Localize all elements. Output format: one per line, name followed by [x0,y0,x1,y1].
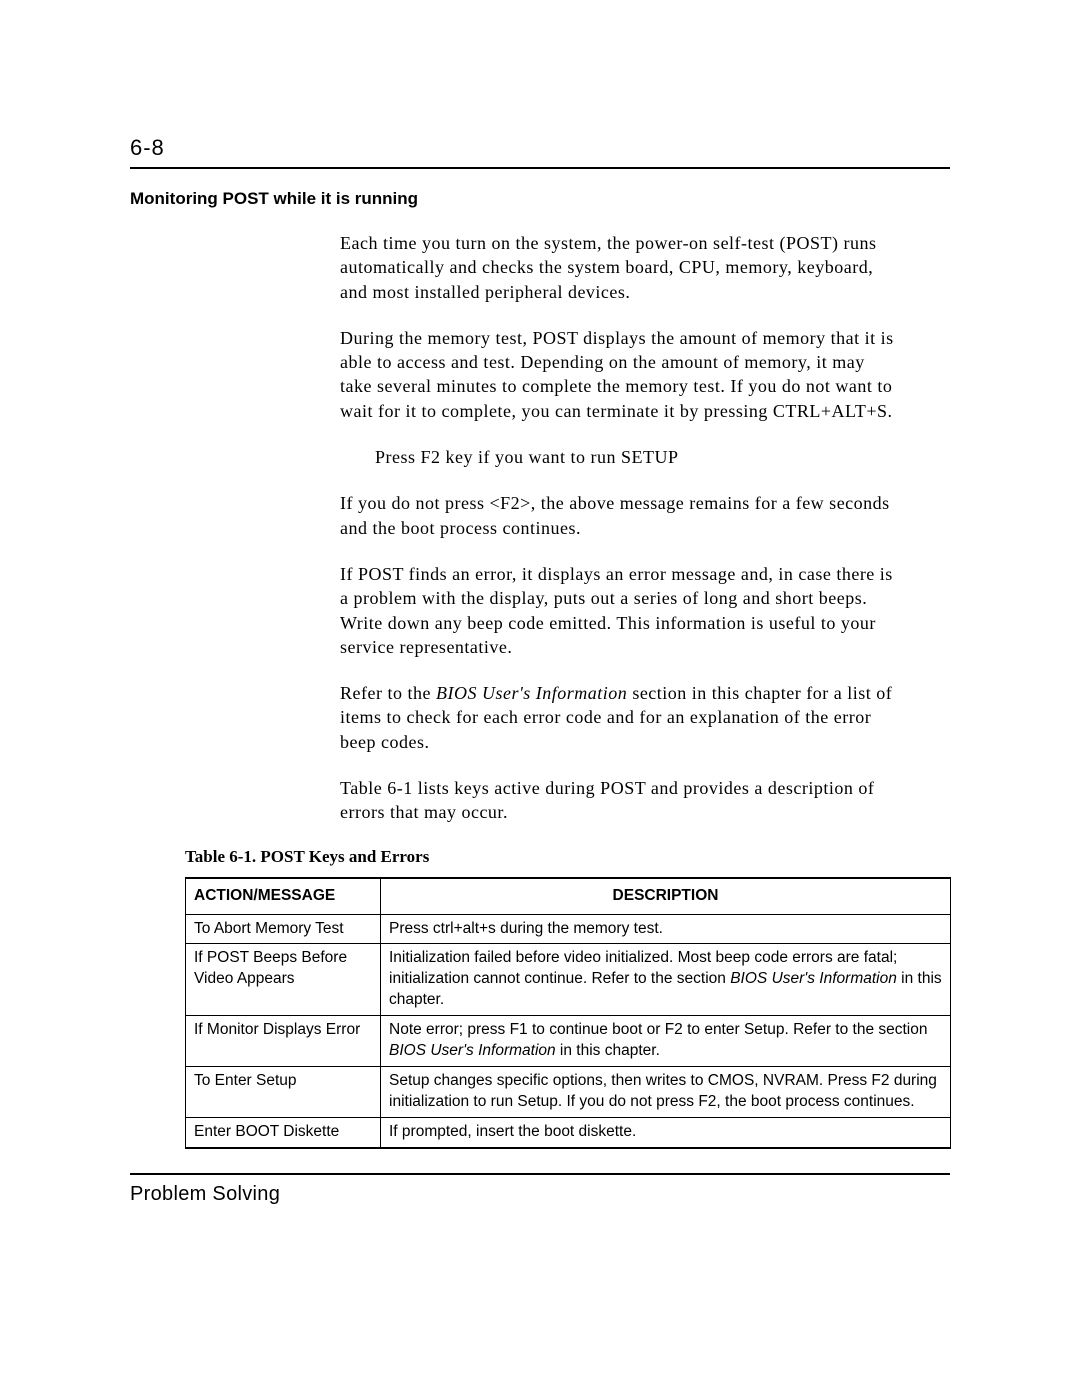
cell-description: Setup changes specific options, then wri… [381,1067,951,1118]
italic-text: BIOS User's Information [389,1042,556,1059]
paragraph-indented: Press F2 key if you want to run SETUP [375,445,900,469]
cell-action: If Monitor Displays Error [186,1016,381,1067]
footer-text: Problem Solving [130,1183,950,1206]
table-row: If POST Beeps Before Video Appears Initi… [186,944,951,1016]
post-keys-table: ACTION/MESSAGE DESCRIPTION To Abort Memo… [185,877,951,1149]
paragraph: If you do not press <F2>, the above mess… [340,491,900,540]
table-row: If Monitor Displays Error Note error; pr… [186,1016,951,1067]
cell-action: Enter BOOT Diskette [186,1117,381,1147]
text: Refer to the [340,683,436,703]
col-header-action: ACTION/MESSAGE [186,878,381,914]
top-rule [130,167,950,169]
table-header-row: ACTION/MESSAGE DESCRIPTION [186,878,951,914]
paragraph: Refer to the BIOS User's Information sec… [340,681,900,754]
italic-text: BIOS User's Information [436,683,627,703]
text: Note error; press F1 to continue boot or… [389,1021,927,1038]
cell-action: To Abort Memory Test [186,914,381,944]
italic-text: BIOS User's Information [730,970,897,987]
body-column: Each time you turn on the system, the po… [340,231,900,825]
paragraph: Table 6-1 lists keys active during POST … [340,776,900,825]
table-row: To Enter Setup Setup changes specific op… [186,1067,951,1118]
page-number: 6-8 [130,135,950,161]
cell-action: If POST Beeps Before Video Appears [186,944,381,1016]
text: in this chapter. [556,1042,660,1059]
page: 6-8 Monitoring POST while it is running … [0,0,1080,1206]
cell-description: If prompted, insert the boot diskette. [381,1117,951,1147]
paragraph: During the memory test, POST displays th… [340,326,900,423]
cell-description: Note error; press F1 to continue boot or… [381,1016,951,1067]
table-row: Enter BOOT Diskette If prompted, insert … [186,1117,951,1147]
cell-description: Press ctrl+alt+s during the memory test. [381,914,951,944]
paragraph: Each time you turn on the system, the po… [340,231,900,304]
table-row: To Abort Memory Test Press ctrl+alt+s du… [186,914,951,944]
paragraph: If POST finds an error, it displays an e… [340,562,900,659]
section-heading: Monitoring POST while it is running [130,189,950,209]
col-header-description: DESCRIPTION [381,878,951,914]
cell-description: Initialization failed before video initi… [381,944,951,1016]
cell-action: To Enter Setup [186,1067,381,1118]
table-caption: Table 6-1. POST Keys and Errors [185,847,950,867]
bottom-rule [130,1173,950,1175]
